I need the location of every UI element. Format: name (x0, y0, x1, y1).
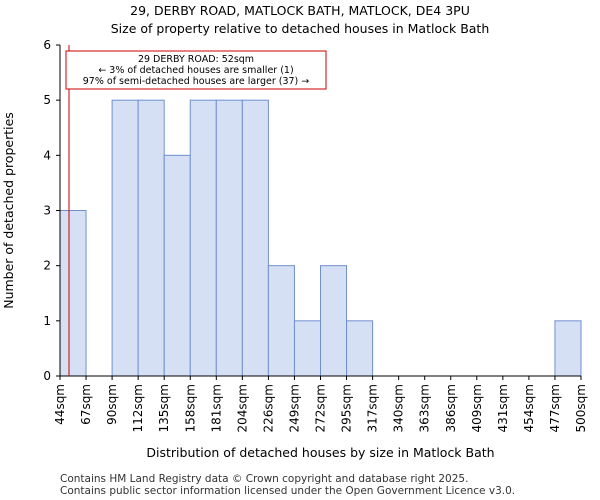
x-tick-label: 90sqm (105, 384, 119, 425)
annotation-line: ← 3% of detached houses are smaller (1) (98, 65, 293, 76)
x-tick-label: 112sqm (131, 384, 145, 432)
histogram-bar (111, 99, 139, 377)
histogram-bar (293, 320, 322, 377)
annotation-line: 97% of semi-detached houses are larger (… (83, 76, 310, 87)
footer-copyright: Contains HM Land Registry data © Crown c… (60, 473, 469, 485)
x-tick-label: 409sqm (470, 384, 484, 432)
histogram-bar (215, 99, 243, 377)
x-tick-label: 477sqm (548, 384, 562, 432)
x-tick-label: 44sqm (53, 384, 67, 425)
x-tick-label: 158sqm (183, 384, 197, 432)
histogram-bar (241, 99, 269, 377)
x-tick-label: 454sqm (522, 384, 536, 432)
chart-title: 29, DERBY ROAD, MATLOCK BATH, MATLOCK, D… (130, 3, 470, 18)
histogram-bar (59, 210, 87, 377)
x-tick-label: 249sqm (287, 384, 301, 432)
histogram-chart: 0 1 2 3 4 5 6 44sqm 67sqm 90sqm 112sqm 135sqm 158sqm… (1, 38, 588, 460)
y-axis-label: Number of detached properties (1, 112, 16, 309)
x-axis-label: Distribution of detached houses by size … (146, 445, 494, 460)
histogram-bar (346, 320, 374, 377)
x-tick-label: 226sqm (261, 384, 275, 432)
footer-licence: Contains public sector information licen… (60, 485, 516, 497)
histogram-bar (320, 265, 348, 377)
histogram-bar (267, 265, 295, 377)
x-tick-label: 386sqm (444, 384, 458, 432)
y-tick-label: 0 (43, 369, 51, 383)
x-tick-label: 67sqm (79, 384, 93, 425)
x-tick-label: 363sqm (418, 384, 432, 432)
x-tick-label: 500sqm (574, 384, 588, 432)
y-tick-label: 6 (43, 38, 51, 52)
annotation-line: 29 DERBY ROAD: 52sqm (138, 54, 254, 65)
x-tick-label: 135sqm (157, 384, 171, 432)
x-tick-label: 295sqm (340, 384, 354, 432)
chart-subtitle: Size of property relative to detached ho… (110, 21, 490, 36)
histogram-bar (163, 154, 191, 377)
y-tick-label: 5 (43, 93, 51, 107)
x-tick-label: 431sqm (496, 384, 510, 432)
y-tick-label: 1 (43, 314, 51, 328)
histogram-bar (137, 99, 165, 377)
x-tick-label: 272sqm (314, 384, 328, 432)
y-tick-label: 2 (43, 259, 51, 273)
annotation-box (65, 50, 327, 90)
histogram-bar (554, 320, 582, 377)
histogram-bar (189, 99, 217, 377)
x-tick-label: 317sqm (366, 384, 380, 432)
y-tick-label: 3 (43, 204, 51, 218)
x-tick-label: 204sqm (235, 384, 249, 432)
x-tick-label: 181sqm (209, 384, 223, 432)
y-tick-label: 4 (43, 148, 51, 162)
x-tick-label: 340sqm (392, 384, 406, 432)
